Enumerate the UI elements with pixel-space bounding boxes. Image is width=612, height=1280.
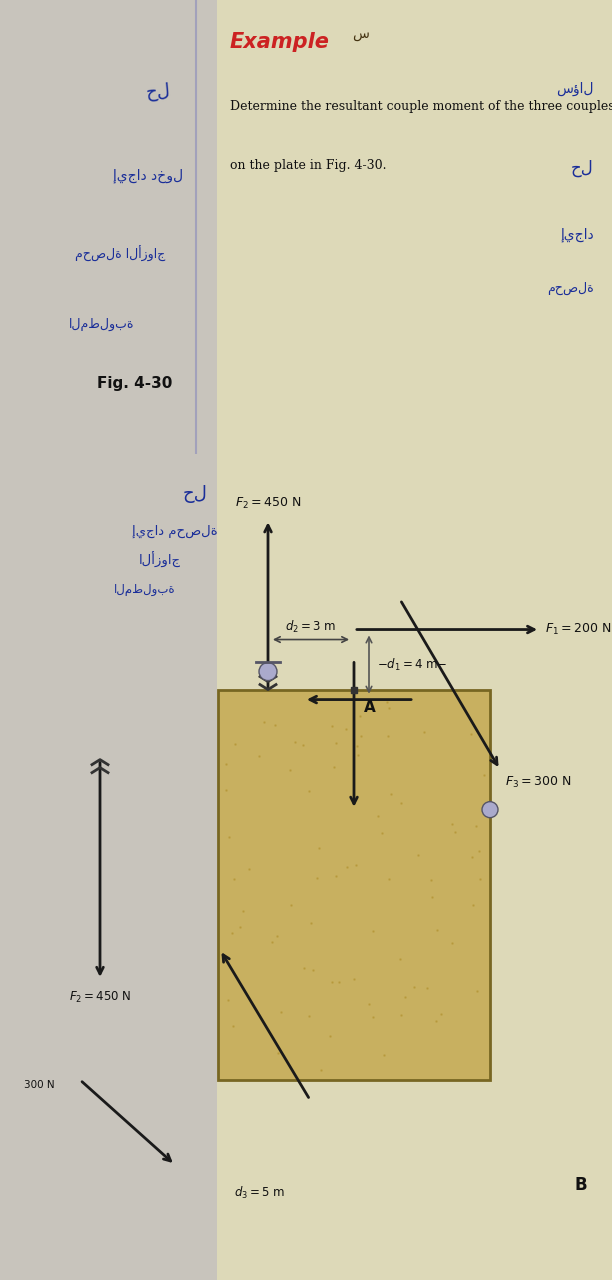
Polygon shape [218,690,490,1080]
Text: س: س [352,27,369,41]
Text: $d_3 = 5$ m: $d_3 = 5$ m [234,1185,286,1201]
Text: سؤال: سؤال [556,82,594,96]
Text: المطلوبة: المطلوبة [69,317,135,332]
Text: $F_3 = 300$ N: $F_3 = 300$ N [505,774,572,790]
Text: المطلوبة: المطلوبة [114,582,176,595]
Circle shape [259,663,277,681]
Text: إيجاد محصلة: إيجاد محصلة [132,525,218,538]
Text: $d_2 = 3$ m: $d_2 = 3$ m [285,618,337,635]
Text: حل: حل [571,159,594,177]
Text: $F_2 = 450$ N: $F_2 = 450$ N [69,989,131,1005]
Text: Fig. 4-30: Fig. 4-30 [97,376,173,390]
Text: محصلة الأزواج: محصلة الأزواج [75,246,165,261]
Text: $F_1 = 200$ N: $F_1 = 200$ N [545,622,611,637]
Text: Example: Example [230,32,329,51]
Text: Determine the resultant couple moment of the three couples acting: Determine the resultant couple moment of… [230,100,612,113]
Text: الأزواج: الأزواج [139,552,181,567]
Text: إيجاد دخول: إيجاد دخول [113,168,184,183]
Text: حل: حل [145,82,171,102]
Text: محصلة: محصلة [547,282,594,294]
Circle shape [482,801,498,818]
FancyBboxPatch shape [217,0,612,454]
Text: A: A [364,700,376,714]
Text: 300 N: 300 N [24,1080,55,1089]
Text: on the plate in Fig. 4-30.: on the plate in Fig. 4-30. [230,159,386,172]
Text: إيجاد: إيجاد [560,228,594,242]
Text: $-d_1 = 4$ m$-$: $-d_1 = 4$ m$-$ [377,657,447,672]
FancyBboxPatch shape [217,454,612,1280]
Text: $F_2 = 450$ N: $F_2 = 450$ N [235,497,301,512]
Text: B: B [575,1176,588,1194]
Text: حل: حل [182,485,207,503]
